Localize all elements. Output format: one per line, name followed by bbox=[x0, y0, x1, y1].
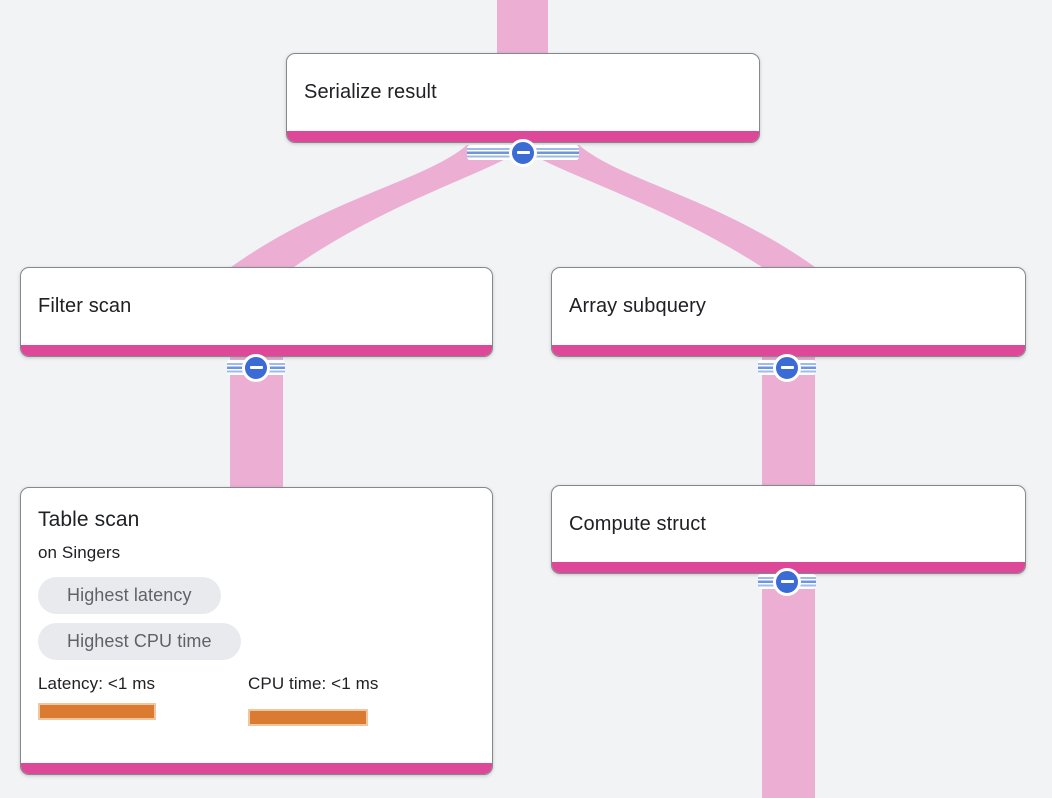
minus-circle-icon bbox=[509, 138, 537, 167]
stat-label: Latency: <1 ms bbox=[38, 674, 156, 693]
stat-latency: Latency: <1 ms bbox=[38, 673, 248, 726]
node-title: Filter scan bbox=[38, 295, 132, 317]
stat-label: CPU time: <1 ms bbox=[248, 674, 379, 693]
node-title: Compute struct bbox=[569, 512, 707, 535]
collapse-button-compute[interactable] bbox=[758, 567, 816, 596]
flow-band-serialize-to-filter bbox=[231, 145, 517, 267]
node-filter-scan[interactable]: Filter scan bbox=[20, 267, 493, 357]
badge-highest-cpu-time: Highest CPU time bbox=[38, 623, 241, 660]
node-accent-bar bbox=[21, 763, 492, 774]
node-accent-bar bbox=[287, 131, 759, 142]
node-title: Array subquery bbox=[569, 295, 707, 317]
minus-circle-icon bbox=[242, 353, 270, 382]
node-compute-struct[interactable]: Compute struct bbox=[551, 485, 1026, 574]
stat-bar-latency bbox=[38, 703, 156, 720]
node-table-scan[interactable]: Table scan on Singers Highest latency Hi… bbox=[20, 487, 493, 775]
node-title: Serialize result bbox=[304, 81, 437, 103]
stat-bar-cpu-time bbox=[248, 709, 368, 726]
node-subtitle: on Singers bbox=[38, 543, 121, 562]
collapse-button-array[interactable] bbox=[758, 353, 816, 382]
node-accent-bar bbox=[21, 345, 492, 356]
node-serialize-result[interactable]: Serialize result bbox=[286, 53, 760, 143]
node-title: Table scan bbox=[38, 508, 140, 531]
minus-circle-icon bbox=[773, 353, 801, 382]
minus-circle-icon bbox=[773, 567, 801, 596]
flow-band-top bbox=[497, 0, 548, 56]
flow-band-compute-down bbox=[762, 572, 815, 798]
collapse-button-filter[interactable] bbox=[227, 353, 285, 382]
flow-band-serialize-to-array bbox=[529, 145, 815, 267]
node-array-subquery[interactable]: Array subquery bbox=[551, 267, 1026, 357]
stats-row: Latency: <1 ms CPU time: <1 ms bbox=[38, 673, 475, 726]
node-accent-bar bbox=[552, 345, 1025, 356]
collapse-button-serialize[interactable] bbox=[467, 138, 579, 167]
badge-highest-latency: Highest latency bbox=[38, 577, 221, 614]
stat-cpu-time: CPU time: <1 ms bbox=[248, 673, 378, 726]
